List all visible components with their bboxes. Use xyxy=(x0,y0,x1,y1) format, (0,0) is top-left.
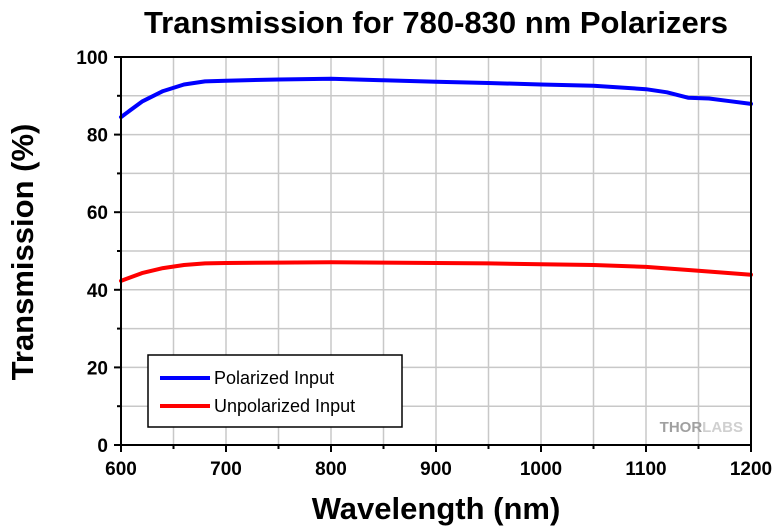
logo-thor: THOR xyxy=(660,419,703,436)
logo-labs: LABS xyxy=(702,419,743,436)
series-lines xyxy=(119,76,753,283)
thorlabs-logo: THORLABS xyxy=(660,419,743,436)
series-line-0 xyxy=(119,76,753,120)
y-tick-label: 20 xyxy=(87,358,108,379)
y-tick-label: 0 xyxy=(97,436,108,457)
svg-text:THORLABS: THORLABS xyxy=(660,419,743,436)
y-tick-label: 80 xyxy=(87,126,108,147)
legend-label-polarized: Polarized Input xyxy=(214,368,334,388)
x-tick-label: 1000 xyxy=(520,459,562,480)
series-line-1 xyxy=(119,260,753,283)
legend: Polarized Input Unpolarized Input xyxy=(147,354,403,428)
axis-ticks xyxy=(114,56,752,452)
x-tick-label: 900 xyxy=(420,459,452,480)
x-tick-label: 1200 xyxy=(730,459,772,480)
chart-title: Transmission for 780-830 nm Polarizers xyxy=(144,5,728,40)
tick-labels: 600 700 800 900 1000 1100 1200 0 20 40 60 80 100 xyxy=(76,48,772,480)
x-tick-label: 700 xyxy=(210,459,242,480)
x-tick-label: 800 xyxy=(315,459,347,480)
x-axis-title: Wavelength (nm) xyxy=(312,491,561,526)
legend-box xyxy=(147,354,403,428)
y-tick-label: 100 xyxy=(76,48,108,69)
x-tick-label: 600 xyxy=(105,459,137,480)
y-tick-label: 60 xyxy=(87,203,108,224)
legend-label-unpolarized: Unpolarized Input xyxy=(214,396,355,416)
y-tick-label: 40 xyxy=(87,281,108,302)
y-axis-title: Transmission (%) xyxy=(5,124,40,381)
x-tick-label: 1100 xyxy=(625,459,666,480)
